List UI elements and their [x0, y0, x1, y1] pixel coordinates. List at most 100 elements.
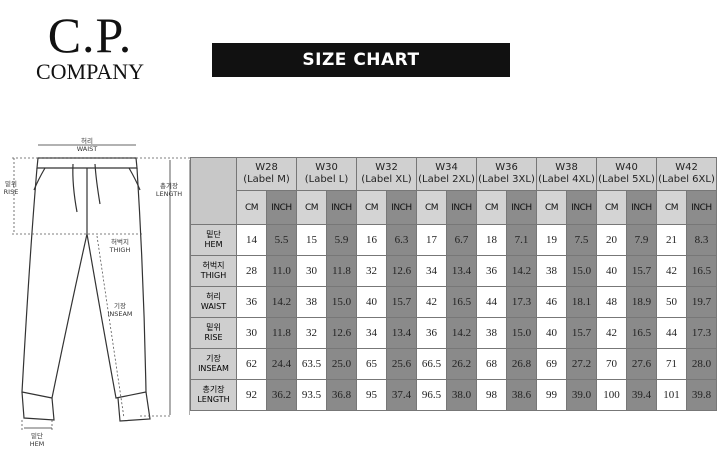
- brand-logo: C.P. COMPANY: [24, 10, 156, 84]
- row-label-en: WAIST: [200, 302, 227, 311]
- inch-value: 27.2: [566, 348, 597, 380]
- cm-value: 34: [416, 255, 447, 287]
- row-label: 허리 WAIST: [190, 286, 237, 318]
- inch-value: 15.7: [566, 317, 597, 349]
- cm-value: 38: [536, 255, 567, 287]
- row-label-ko: 밑위: [206, 323, 221, 332]
- cm-value: 98: [476, 379, 507, 411]
- unit-cm: CM: [536, 190, 567, 225]
- table-row: 밑위 RISE 30 11.8 32 12.6 34 13.4 36 14.2 38 15.0 40 15…: [190, 317, 717, 349]
- inch-value: 27.6: [626, 348, 657, 380]
- unit-cm: CM: [596, 190, 627, 225]
- inch-value: 26.8: [506, 348, 537, 380]
- table-row: 밑단 HEM 14 5.5 15 5.9 16 6.3 17 6.7 18 7.1 19 7.5 20 7.9…: [190, 224, 717, 256]
- inch-value: 36.8: [326, 379, 357, 411]
- cm-value: 92: [236, 379, 267, 411]
- waist-ko: 허리: [81, 136, 93, 145]
- table-row: 총기장 LENGTH 92 36.2 93.5 36.8 95 37.4 96.5 38.0 98 3…: [190, 379, 717, 411]
- cm-value: 95: [356, 379, 387, 411]
- cm-value: 62: [236, 348, 267, 380]
- cm-value: 36: [476, 255, 507, 287]
- cm-value: 42: [416, 286, 447, 318]
- waist-size: W36: [495, 162, 518, 173]
- unit-inch: INCH: [566, 190, 597, 225]
- inch-value: 12.6: [326, 317, 357, 349]
- label-size: (Label 5XL): [598, 174, 655, 185]
- inch-value: 15.7: [626, 255, 657, 287]
- inch-value: 6.7: [446, 224, 477, 256]
- table-row: 허리 WAIST 36 14.2 38 15.0 40 15.7 42 16.5 44 17.3 46 1…: [190, 286, 717, 318]
- cm-value: 42: [656, 255, 687, 287]
- inch-value: 5.5: [266, 224, 297, 256]
- row-label-ko: 허리: [206, 292, 221, 301]
- label-size: (Label 2XL): [418, 174, 475, 185]
- unit-cm: CM: [296, 190, 327, 225]
- inch-value: 11.0: [266, 255, 297, 287]
- inch-value: 12.6: [386, 255, 417, 287]
- thigh-ko: 허벅지: [111, 237, 129, 246]
- waist-size: W42: [675, 162, 698, 173]
- waist-size: W40: [615, 162, 638, 173]
- logo-cp: C.P.: [47, 7, 133, 63]
- size-header: W42 (Label 6XL): [656, 157, 717, 191]
- size-header: W40 (Label 5XL): [596, 157, 657, 191]
- row-label-en: RISE: [204, 333, 223, 342]
- unit-inch: INCH: [446, 190, 477, 225]
- row-label-ko: 허벅지: [202, 261, 225, 270]
- cm-value: 36: [236, 286, 267, 318]
- label-size: (Label XL): [361, 174, 412, 185]
- inch-value: 5.9: [326, 224, 357, 256]
- row-label: 밑단 HEM: [190, 224, 237, 256]
- row-label-ko: 총기장: [202, 385, 225, 394]
- inseam-ko: 기장: [114, 301, 126, 310]
- row-label-en: INSEAM: [198, 364, 229, 373]
- inch-value: 14.2: [446, 317, 477, 349]
- inch-value: 14.2: [506, 255, 537, 287]
- unit-inch: INCH: [326, 190, 357, 225]
- thigh-en: THIGH: [109, 246, 131, 254]
- size-table: W28 (Label M) W30 (Label L) W32 (Label XL) W34…: [190, 157, 717, 411]
- inch-value: 28.0: [686, 348, 717, 380]
- cm-value: 93.5: [296, 379, 327, 411]
- inch-value: 18.9: [626, 286, 657, 318]
- waist-size: W38: [555, 162, 578, 173]
- cm-value: 14: [236, 224, 267, 256]
- size-header: W38 (Label 4XL): [536, 157, 597, 191]
- waist-size: W34: [435, 162, 458, 173]
- cm-value: 42: [596, 317, 627, 349]
- cm-value: 69: [536, 348, 567, 380]
- label-size: (Label 4XL): [538, 174, 595, 185]
- row-label: 허벅지 THIGH: [190, 255, 237, 287]
- label-size: (Label 3XL): [478, 174, 535, 185]
- waist-size: W30: [315, 162, 338, 173]
- unit-inch: INCH: [686, 190, 717, 225]
- unit-header-row: CM INCH CM INCH CM INCH CM INCH CM INCH CM INCH CM IN…: [191, 190, 717, 225]
- inch-value: 14.2: [266, 286, 297, 318]
- inch-value: 13.4: [446, 255, 477, 287]
- cm-value: 40: [356, 286, 387, 318]
- cm-value: 40: [536, 317, 567, 349]
- size-header: W32 (Label XL): [356, 157, 417, 191]
- cm-value: 96.5: [416, 379, 447, 411]
- size-header: W34 (Label 2XL): [416, 157, 477, 191]
- cm-value: 38: [296, 286, 327, 318]
- unit-inch: INCH: [506, 190, 537, 225]
- length-ko: 총기장: [160, 181, 178, 190]
- hem-ko: 밑단: [31, 431, 43, 440]
- unit-cm: CM: [656, 190, 687, 225]
- table-row: 허벅지 THIGH 28 11.0 30 11.8 32 12.6 34 13.4 36 14.2 38…: [190, 255, 717, 287]
- inch-value: 25.6: [386, 348, 417, 380]
- inch-value: 11.8: [266, 317, 297, 349]
- rise-ko: 밑위: [5, 180, 17, 188]
- cm-value: 48: [596, 286, 627, 318]
- inch-value: 24.4: [266, 348, 297, 380]
- cm-value: 101: [656, 379, 687, 411]
- inch-value: 39.4: [626, 379, 657, 411]
- inch-value: 37.4: [386, 379, 417, 411]
- size-header: W30 (Label L): [296, 157, 357, 191]
- inch-value: 38.6: [506, 379, 537, 411]
- cm-value: 68: [476, 348, 507, 380]
- inch-value: 36.2: [266, 379, 297, 411]
- inch-value: 11.8: [326, 255, 357, 287]
- row-label-ko: 밑단: [206, 230, 221, 239]
